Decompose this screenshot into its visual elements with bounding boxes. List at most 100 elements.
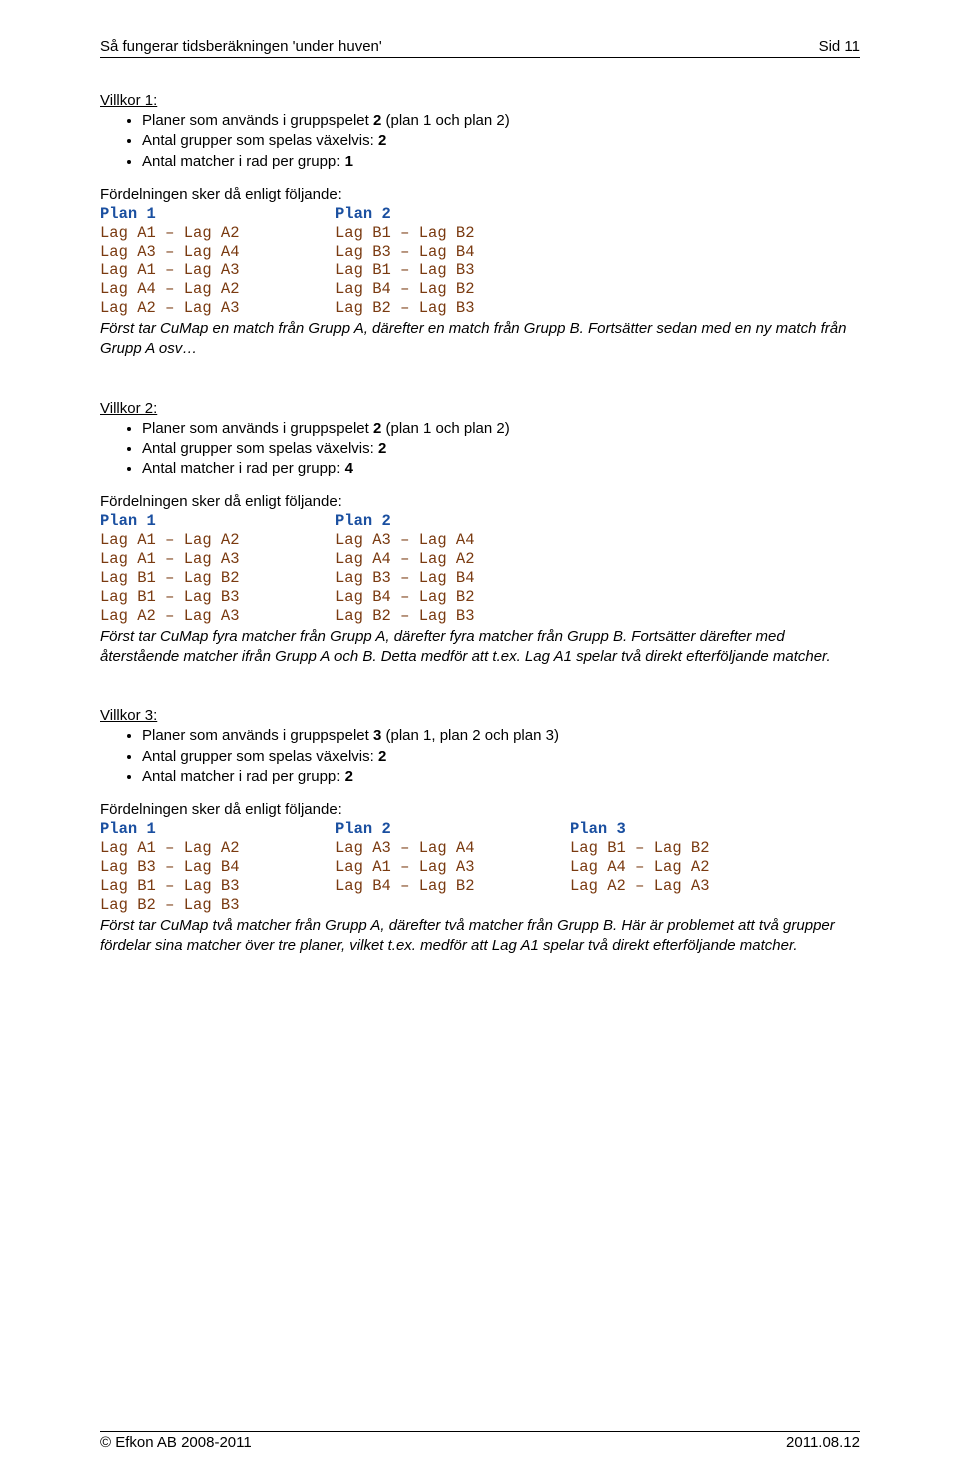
match-line: Lag B4 – Lag B2 — [335, 877, 570, 896]
villkor-title: Villkor 2: — [100, 400, 860, 417]
villkor-section: Villkor 2: Planer som används i gruppspel… — [100, 400, 860, 668]
match-line: Lag B4 – Lag B2 — [335, 588, 570, 607]
match-line: Lag B2 – Lag B3 — [100, 896, 335, 915]
villkor-section: Villkor 1: Planer som används i gruppspel… — [100, 92, 860, 360]
plan-header: Plan 1 — [100, 820, 335, 839]
page: Så fungerar tidsberäkningen 'under huven… — [0, 0, 960, 1481]
match-line — [335, 896, 570, 915]
explanation-text: Först tar CuMap en match från Grupp A, d… — [100, 319, 860, 360]
match-line: Lag A4 – Lag A2 — [570, 858, 805, 877]
plan-header: Plan 2 — [335, 820, 570, 839]
condition-value: 1 — [345, 153, 353, 170]
match-line: Lag A1 – Lag A2 — [100, 224, 335, 243]
plan-columns: Plan 1Lag A1 – Lag A2Lag A1 – Lag A3Lag … — [100, 512, 860, 625]
plan-column: Plan 2Lag A3 – Lag A4Lag A1 – Lag A3Lag … — [335, 820, 570, 915]
footer-copyright: © Efkon AB 2008-2011 — [100, 1434, 252, 1451]
villkor-title: Villkor 1: — [100, 92, 860, 109]
match-line: Lag B2 – Lag B3 — [335, 299, 570, 318]
match-line: Lag B4 – Lag B2 — [335, 280, 570, 299]
plan-column: Plan 3Lag B1 – Lag B2Lag A4 – Lag A2Lag … — [570, 820, 805, 915]
footer-line: © Efkon AB 2008-2011 2011.08.12 — [100, 1431, 860, 1451]
match-line: Lag A4 – Lag A2 — [100, 280, 335, 299]
match-line: Lag A2 – Lag A3 — [100, 607, 335, 626]
condition-value: 4 — [345, 460, 353, 477]
condition-text: Antal grupper som spelas växelvis: — [142, 748, 378, 765]
match-line: Lag B2 – Lag B3 — [335, 607, 570, 626]
match-line: Lag B3 – Lag B4 — [335, 243, 570, 262]
match-line: Lag A1 – Lag A3 — [100, 261, 335, 280]
condition-text: Planer som används i gruppspelet — [142, 420, 373, 437]
plan-header: Plan 1 — [100, 512, 335, 531]
page-header: Så fungerar tidsberäkningen 'under huven… — [100, 38, 860, 58]
match-line: Lag B1 – Lag B3 — [100, 588, 335, 607]
match-line: Lag A4 – Lag A2 — [335, 550, 570, 569]
condition-item: Planer som används i gruppspelet 2 (plan… — [142, 419, 860, 439]
plan-column: Plan 1Lag A1 – Lag A2Lag A3 – Lag A4Lag … — [100, 205, 335, 318]
villkor-section: Villkor 3: Planer som används i gruppspel… — [100, 707, 860, 956]
distribution-intro: Fördelningen sker då enligt följande: — [100, 801, 860, 818]
condition-value: 2 — [345, 768, 353, 785]
condition-text: (plan 1, plan 2 och plan 3) — [381, 727, 559, 744]
condition-item: Antal matcher i rad per grupp: 2 — [142, 767, 860, 787]
condition-item: Antal matcher i rad per grupp: 4 — [142, 459, 860, 479]
match-line: Lag B3 – Lag B4 — [335, 569, 570, 588]
match-line: Lag B1 – Lag B3 — [335, 261, 570, 280]
match-line: Lag B1 – Lag B2 — [570, 839, 805, 858]
condition-text: Antal grupper som spelas växelvis: — [142, 440, 378, 457]
condition-item: Antal grupper som spelas växelvis: 2 — [142, 747, 860, 767]
match-line: Lag A3 – Lag A4 — [335, 531, 570, 550]
match-line: Lag A1 – Lag A2 — [100, 531, 335, 550]
match-line: Lag A1 – Lag A3 — [335, 858, 570, 877]
plan-header: Plan 2 — [335, 205, 570, 224]
plan-header: Plan 1 — [100, 205, 335, 224]
distribution-intro: Fördelningen sker då enligt följande: — [100, 493, 860, 510]
condition-value: 2 — [378, 132, 386, 149]
condition-list: Planer som används i gruppspelet 2 (plan… — [100, 419, 860, 480]
explanation-text: Först tar CuMap fyra matcher från Grupp … — [100, 627, 860, 668]
explanation-text: Först tar CuMap två matcher från Grupp A… — [100, 916, 860, 957]
plan-column: Plan 2Lag A3 – Lag A4Lag A4 – Lag A2Lag … — [335, 512, 570, 625]
match-line: Lag B3 – Lag B4 — [100, 858, 335, 877]
distribution-intro: Fördelningen sker då enligt följande: — [100, 186, 860, 203]
plan-column: Plan 1Lag A1 – Lag A2Lag B3 – Lag B4Lag … — [100, 820, 335, 915]
match-line: Lag A1 – Lag A3 — [100, 550, 335, 569]
condition-list: Planer som används i gruppspelet 3 (plan… — [100, 726, 860, 787]
condition-item: Planer som används i gruppspelet 2 (plan… — [142, 111, 860, 131]
condition-item: Antal grupper som spelas växelvis: 2 — [142, 131, 860, 151]
condition-list: Planer som används i gruppspelet 2 (plan… — [100, 111, 860, 172]
condition-item: Antal grupper som spelas växelvis: 2 — [142, 439, 860, 459]
plan-column: Plan 1Lag A1 – Lag A2Lag A1 – Lag A3Lag … — [100, 512, 335, 625]
match-line — [570, 896, 805, 915]
villkor-title: Villkor 3: — [100, 707, 860, 724]
condition-value: 2 — [378, 440, 386, 457]
condition-text: (plan 1 och plan 2) — [381, 112, 509, 129]
match-line: Lag B1 – Lag B2 — [100, 569, 335, 588]
header-title: Så fungerar tidsberäkningen 'under huven… — [100, 38, 382, 55]
plan-header: Plan 3 — [570, 820, 805, 839]
condition-text: Planer som används i gruppspelet — [142, 727, 373, 744]
match-line: Lag A2 – Lag A3 — [570, 877, 805, 896]
condition-text: Antal matcher i rad per grupp: — [142, 153, 345, 170]
page-footer: © Efkon AB 2008-2011 2011.08.12 — [100, 1431, 860, 1451]
match-line: Lag A2 – Lag A3 — [100, 299, 335, 318]
condition-text: Antal matcher i rad per grupp: — [142, 460, 345, 477]
condition-item: Planer som används i gruppspelet 3 (plan… — [142, 726, 860, 746]
plan-column: Plan 2Lag B1 – Lag B2Lag B3 – Lag B4Lag … — [335, 205, 570, 318]
sections-container: Villkor 1: Planer som används i gruppspel… — [100, 92, 860, 956]
match-line: Lag A3 – Lag A4 — [335, 839, 570, 858]
footer-date: 2011.08.12 — [786, 1434, 860, 1451]
plan-columns: Plan 1Lag A1 – Lag A2Lag B3 – Lag B4Lag … — [100, 820, 860, 915]
condition-value: 2 — [378, 748, 386, 765]
match-line: Lag A1 – Lag A2 — [100, 839, 335, 858]
condition-text: Antal grupper som spelas växelvis: — [142, 132, 378, 149]
match-line: Lag A3 – Lag A4 — [100, 243, 335, 262]
condition-text: (plan 1 och plan 2) — [381, 420, 509, 437]
header-page-number: Sid 11 — [819, 38, 860, 55]
plan-header: Plan 2 — [335, 512, 570, 531]
match-line: Lag B1 – Lag B2 — [335, 224, 570, 243]
condition-text: Planer som används i gruppspelet — [142, 112, 373, 129]
match-line: Lag B1 – Lag B3 — [100, 877, 335, 896]
condition-item: Antal matcher i rad per grupp: 1 — [142, 152, 860, 172]
condition-text: Antal matcher i rad per grupp: — [142, 768, 345, 785]
plan-columns: Plan 1Lag A1 – Lag A2Lag A3 – Lag A4Lag … — [100, 205, 860, 318]
